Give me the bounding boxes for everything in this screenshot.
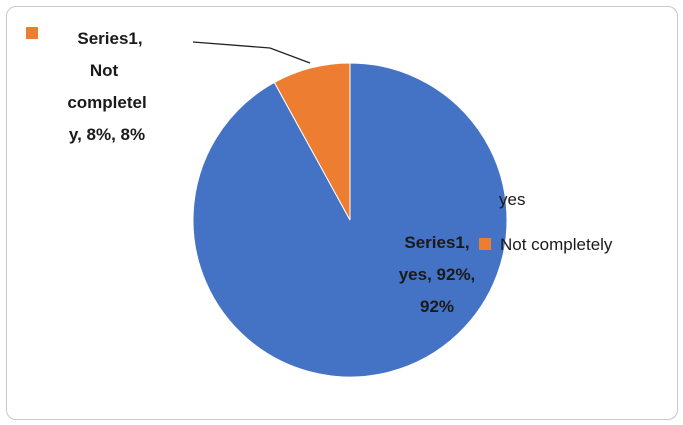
- data-label-line: completel: [67, 93, 146, 112]
- data-label-line: 92%: [420, 297, 454, 316]
- pie-slice-not-completely: [273, 62, 351, 221]
- data-label-line: y, 8%, 8%: [69, 125, 145, 144]
- data-label-swatch-not-completely: [26, 27, 38, 39]
- data-label-line: Not: [90, 61, 119, 80]
- legend-label-not-completely: Not completely: [500, 235, 613, 254]
- data-label-line: Series1,: [404, 233, 469, 252]
- legend: yes Not completely: [479, 190, 613, 254]
- pie-slices: [192, 62, 508, 378]
- leader-line: [192, 41, 311, 64]
- data-label-line: yes, 92%,: [399, 265, 476, 284]
- data-label-yes: Series1, yes, 92%, 92%: [399, 233, 476, 316]
- data-label-not-completely: Series1, Not completel y, 8%, 8%: [67, 29, 146, 144]
- legend-label-yes: yes: [499, 190, 525, 209]
- data-label-line: Series1,: [77, 29, 142, 48]
- legend-swatch-not-completely: [479, 238, 491, 250]
